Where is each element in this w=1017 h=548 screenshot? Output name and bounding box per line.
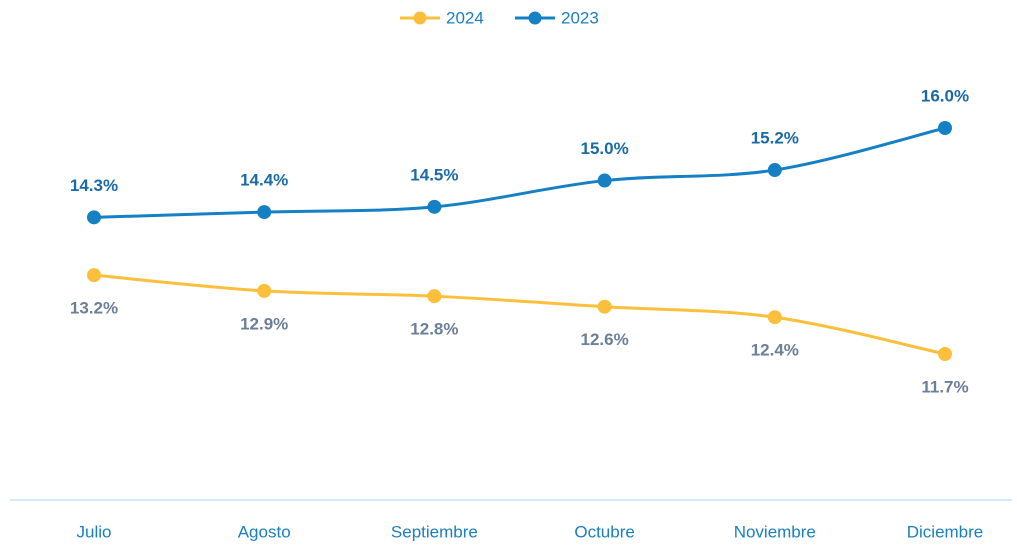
point [938,347,952,361]
point [257,283,272,298]
x-tick-label: Agosto [238,522,291,541]
series-line [93,273,946,356]
point [597,173,612,188]
value-label: 12.9% [240,314,288,333]
x-tick-label: Septiembre [391,522,478,541]
legend-marker [413,11,427,25]
value-label: 16.0% [921,86,969,105]
value-label: 12.4% [751,341,799,360]
value-label: 15.2% [751,129,799,148]
value-label: 12.6% [580,330,628,349]
point [257,205,272,220]
legend-label: 2024 [446,8,484,27]
legend-label: 2023 [561,8,599,27]
point [597,299,612,314]
x-tick-label: Octubre [574,522,634,541]
value-label: 12.8% [410,320,458,339]
x-tick-label: Noviembre [734,522,816,541]
x-tick-label: Diciembre [907,522,984,541]
point [767,310,782,325]
value-label: 13.2% [70,299,118,318]
point [427,199,442,214]
point [427,289,442,304]
point [87,210,101,225]
value-label: 14.5% [410,165,458,184]
series-line [93,126,946,219]
value-label: 14.3% [70,176,118,195]
value-label: 14.4% [240,171,288,190]
value-label: 11.7% [921,377,968,396]
x-tick-label: Julio [77,522,112,541]
point [938,121,952,135]
point [87,268,101,283]
legend-marker [528,11,542,25]
value-label: 15.0% [580,139,628,158]
point [767,163,782,178]
